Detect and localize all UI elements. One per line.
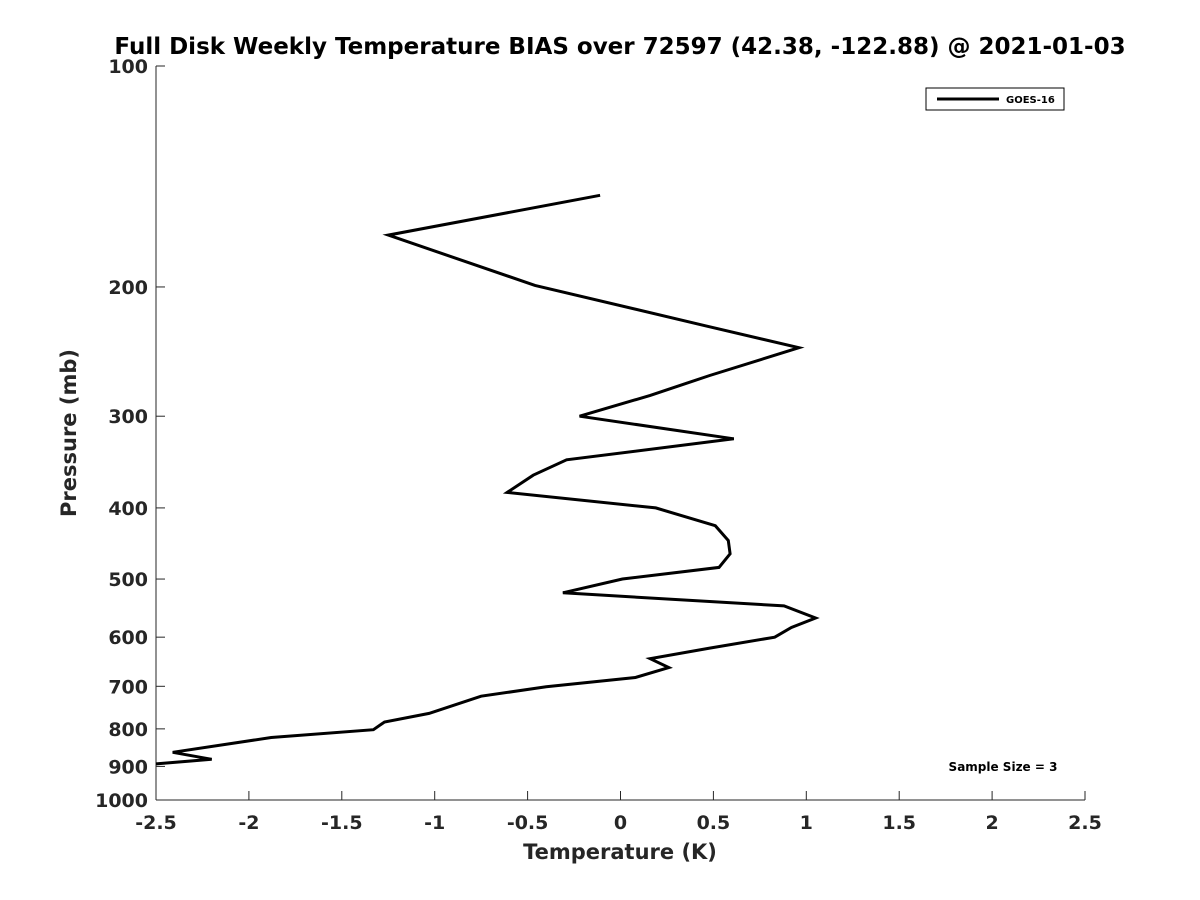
x-tick-label: -1	[424, 812, 445, 834]
legend: GOES-16	[925, 87, 1065, 111]
x-axis-label: Temperature (K)	[523, 840, 717, 864]
y-axis-label: Pressure (mb)	[57, 349, 81, 517]
x-tick-label: 2	[985, 812, 998, 834]
x-tick-label: 2.5	[1068, 812, 1102, 834]
x-tick-label: 1.5	[882, 812, 916, 834]
x-tick-label: -2	[238, 812, 259, 834]
series-line-goes-16	[155, 193, 820, 766]
y-tick-label: 400	[108, 498, 148, 520]
y-tick-label: 900	[108, 756, 148, 778]
y-tick-label: 500	[108, 569, 148, 591]
chart-title: Full Disk Weekly Temperature BIAS over 7…	[114, 34, 1125, 60]
y-tick-label: 100	[108, 56, 148, 78]
y-tick-label: 800	[108, 719, 148, 741]
y-tick-label: 600	[108, 627, 148, 649]
axes	[155, 65, 1086, 801]
legend-label-goes-16: GOES-16	[1006, 95, 1055, 106]
y-tick-label: 200	[108, 277, 148, 299]
x-tick-label: -0.5	[507, 812, 549, 834]
y-tick-label: 300	[108, 406, 148, 428]
series-layer	[155, 193, 820, 766]
x-tick-label: -1.5	[321, 812, 363, 834]
tick-labels: -2.5 -2 -1.5 -1 -0.5 0 0.5 1 1.5 2 2.5 100 200 300 400…	[95, 56, 1102, 834]
x-tick-label: 0	[614, 812, 627, 834]
y-tick-label: 700	[108, 676, 148, 698]
sample-size-annotation: Sample Size = 3	[949, 760, 1058, 774]
x-tick-label: 0.5	[697, 812, 731, 834]
y-tick-label: 1000	[95, 790, 148, 812]
x-tick-label: 1	[800, 812, 813, 834]
x-tick-label: -2.5	[135, 812, 177, 834]
